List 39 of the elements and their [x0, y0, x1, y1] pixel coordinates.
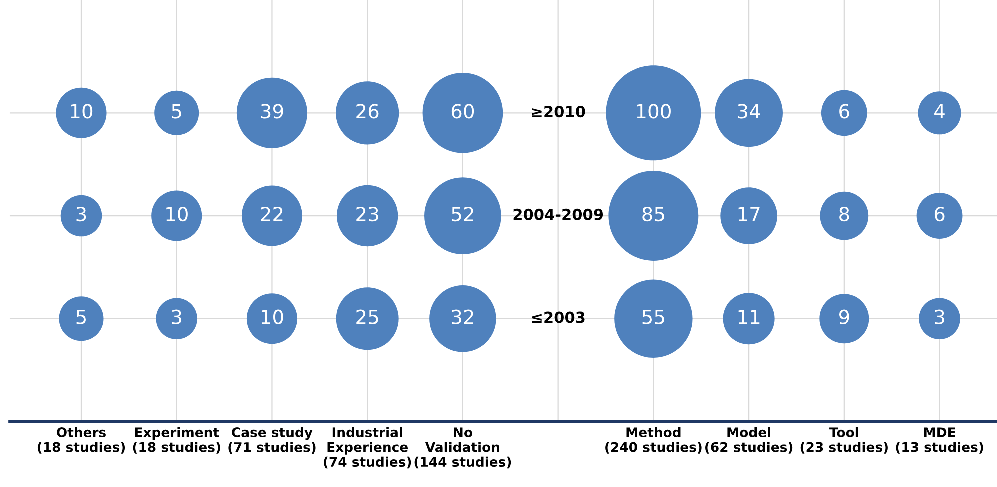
data-label: 34 — [738, 104, 760, 119]
data-label: 23 — [356, 206, 378, 222]
data-label: 10 — [71, 104, 93, 119]
data-label: 9 — [839, 310, 850, 325]
data-label: 4 — [934, 104, 945, 119]
data-label: 17 — [738, 207, 760, 222]
data-label: 10 — [262, 310, 284, 325]
data-label: 22 — [261, 206, 283, 222]
data-label: 5 — [76, 310, 86, 325]
category-label: Case study (71 studies) — [228, 427, 316, 454]
data-label: 85 — [642, 206, 664, 222]
data-label: 52 — [452, 206, 474, 222]
data-label: 55 — [642, 310, 664, 325]
data-label: 39 — [261, 104, 284, 119]
data-label: 3 — [935, 310, 944, 325]
data-label: 5 — [172, 104, 182, 119]
data-label: 26 — [356, 104, 379, 119]
data-label: 11 — [738, 310, 760, 324]
category-label: No Validation (144 studies) — [414, 428, 512, 469]
category-label: Industrial Experience (74 studies) — [324, 427, 412, 469]
data-label: 3 — [76, 206, 86, 222]
data-label: 6 — [934, 206, 945, 222]
category-label: Tool (23 studies) — [800, 427, 888, 454]
category-label: MDE (13 studies) — [896, 428, 984, 454]
data-label: 60 — [452, 104, 474, 119]
category-label: Method (240 studies) — [606, 427, 702, 454]
category-label: Others (18 studies) — [38, 427, 126, 454]
series-label: ≤2003 — [532, 312, 585, 324]
series-label: ≥2010 — [532, 106, 586, 118]
data-label: 8 — [840, 206, 850, 222]
series-label: 2004-2009 — [514, 208, 604, 220]
category-label: Experiment (18 studies) — [133, 427, 220, 454]
data-label: 6 — [840, 104, 850, 119]
data-label: 3 — [172, 310, 182, 325]
data-label: 25 — [356, 310, 378, 325]
data-label: 10 — [166, 206, 188, 222]
category-label: Model (62 studies) — [706, 427, 793, 454]
data-label: 100 — [637, 104, 671, 119]
data-label: 32 — [452, 310, 474, 325]
